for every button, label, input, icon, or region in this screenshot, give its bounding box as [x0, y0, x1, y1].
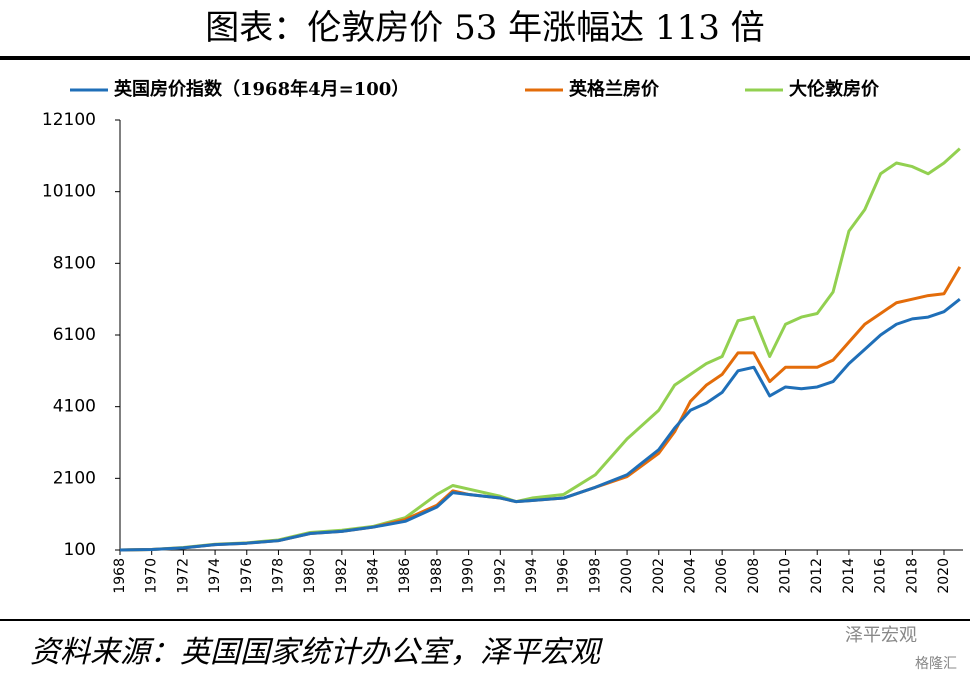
- x-tick-label: 1968: [112, 558, 128, 594]
- source-note: 资料来源：英国国家统计办公室，泽平宏观: [30, 635, 603, 670]
- x-tick-label: 2000: [619, 558, 635, 594]
- chart-title: 图表：伦敦房价 53 年涨幅达 113 倍: [205, 8, 764, 48]
- x-tick-label: 1986: [397, 558, 413, 594]
- x-tick-label: 1998: [587, 558, 603, 594]
- y-tick-label: 12100: [42, 110, 96, 130]
- watermark: 格隆汇: [915, 656, 957, 672]
- x-tick-label: 1988: [429, 558, 445, 594]
- x-tick-label: 2002: [651, 558, 667, 594]
- x-tick-label: 1992: [492, 558, 508, 594]
- legend-label: 英格兰房价: [568, 78, 660, 100]
- x-tick-label: 1978: [270, 558, 286, 594]
- x-tick-label: 1972: [175, 558, 191, 594]
- x-tick-label: 2012: [809, 558, 825, 594]
- x-tick-label: 2006: [714, 558, 730, 594]
- series-line: [119, 266, 962, 552]
- legend-label: 英国房价指数（1968年4月=100）: [113, 78, 409, 100]
- x-tick-label: 1984: [366, 558, 382, 594]
- x-tick-label: 1982: [334, 558, 350, 594]
- series-line: [119, 297, 961, 552]
- y-tick-label: 6100: [53, 325, 96, 345]
- x-tick-label: 1996: [556, 558, 572, 594]
- series-line: [119, 147, 961, 552]
- legend-label: 大伦敦房价: [789, 78, 880, 100]
- x-tick-label: 1976: [239, 558, 255, 594]
- x-tick-label: 1980: [302, 558, 318, 594]
- x-tick-label: 2008: [746, 558, 762, 594]
- x-tick-label: 2014: [841, 558, 857, 594]
- y-tick-label: 10100: [42, 182, 96, 202]
- x-tick-label: 1970: [144, 558, 160, 594]
- x-tick-label: 2010: [778, 558, 794, 594]
- y-tick-label: 4100: [53, 397, 96, 417]
- x-tick-label: 2004: [682, 558, 698, 594]
- x-tick-label: 1994: [524, 558, 540, 594]
- y-tick-label: 100: [64, 540, 96, 560]
- y-tick-label: 8100: [53, 253, 96, 273]
- x-tick-label: 2018: [904, 558, 920, 594]
- x-tick-label: 1974: [207, 558, 223, 594]
- x-tick-label: 2020: [936, 558, 952, 594]
- y-tick-label: 2100: [53, 468, 96, 488]
- watermark: 泽平宏观: [845, 625, 917, 646]
- x-tick-label: 1990: [461, 558, 477, 594]
- x-tick-label: 2016: [873, 558, 889, 594]
